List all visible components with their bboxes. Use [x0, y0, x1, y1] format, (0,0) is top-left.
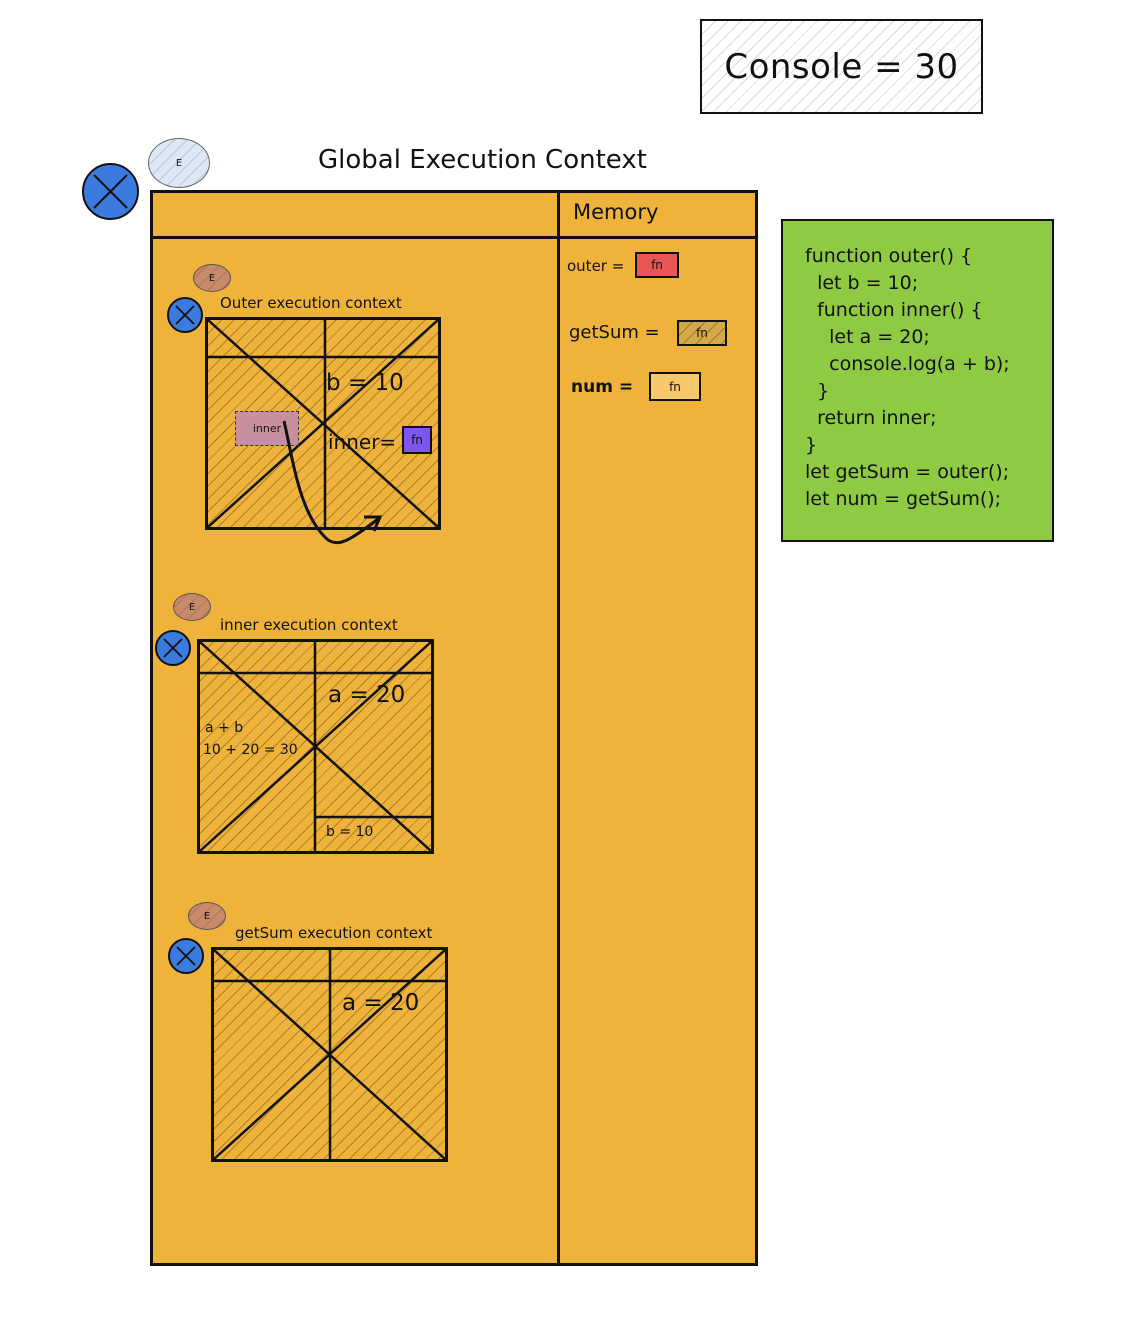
- diagram-title: Global Execution Context: [318, 145, 647, 175]
- gec-memory-divider: [557, 190, 560, 1266]
- getsum-e-badge: E: [188, 902, 226, 930]
- cross-icon: [163, 638, 183, 658]
- code-line: }: [805, 380, 830, 402]
- outer-e-badge-label: E: [208, 272, 216, 284]
- memory-getsum-label: getSum =: [569, 322, 660, 343]
- inner-d-badge: [155, 630, 191, 666]
- inner-e-badge-label: E: [188, 601, 196, 613]
- inner-e-badge: E: [173, 593, 211, 621]
- memory-num-fn: fn: [649, 372, 701, 401]
- outer-d-badge: [167, 297, 203, 333]
- getsum-context-box: a = 20: [211, 947, 448, 1162]
- gec-header-divider: [150, 236, 758, 239]
- outer-b-value: b = 10: [326, 370, 404, 396]
- code-line: console.log(a + b);: [805, 353, 1010, 375]
- code-line: return inner;: [805, 407, 937, 429]
- code-line: let num = getSum();: [805, 488, 1002, 510]
- code-block: function outer() { let b = 10; function …: [781, 219, 1054, 542]
- memory-outer-fn: fn: [635, 252, 679, 278]
- code-line: let getSum = outer();: [805, 461, 1010, 483]
- getsum-context-label: getSum execution context: [235, 924, 433, 942]
- cross-icon: [93, 174, 128, 209]
- inner-context-box: a = 20 a + b 10 + 20 = 30 b = 10: [197, 639, 434, 854]
- code-line: let a = 20;: [805, 326, 930, 348]
- getsum-e-badge-label: E: [203, 910, 211, 922]
- inner-context-grid: [200, 642, 431, 851]
- memory-getsum-fn: fn: [677, 320, 727, 346]
- inner-a-value: a = 20: [328, 682, 406, 708]
- inner-expr-line2: 10 + 20 = 30: [203, 742, 298, 758]
- console-output-box: Console = 30: [700, 19, 983, 114]
- getsum-a-value: a = 20: [342, 990, 420, 1016]
- cross-icon: [176, 946, 196, 966]
- cross-icon: [175, 305, 195, 325]
- outer-inner-label: inner=: [328, 430, 397, 454]
- code-line: function outer() {: [805, 245, 973, 267]
- outer-e-badge: E: [193, 264, 231, 292]
- memory-num-label: num =: [571, 377, 634, 397]
- outer-inner-fn: fn: [402, 426, 432, 454]
- global-d-badge: [82, 163, 139, 220]
- code-line: let b = 10;: [805, 272, 919, 294]
- getsum-context-grid: [214, 950, 445, 1159]
- inner-b-value: b = 10: [326, 824, 374, 840]
- inner-context-label: inner execution context: [220, 616, 398, 634]
- getsum-d-badge: [168, 938, 204, 974]
- return-arrow: [282, 420, 383, 545]
- global-e-badge: E: [148, 138, 210, 188]
- code-line: function inner() {: [805, 299, 983, 321]
- global-e-badge-label: E: [175, 157, 183, 169]
- memory-label: Memory: [573, 200, 659, 224]
- outer-context-grid: [208, 320, 438, 527]
- console-output-text: Console = 30: [724, 46, 959, 87]
- inner-expr-line1: a + b: [205, 720, 244, 736]
- code-line: }: [805, 434, 818, 456]
- outer-context-label: Outer execution context: [220, 294, 402, 312]
- outer-context-box: b = 10 inner= fn inner: [205, 317, 441, 530]
- memory-outer-label: outer =: [567, 257, 625, 275]
